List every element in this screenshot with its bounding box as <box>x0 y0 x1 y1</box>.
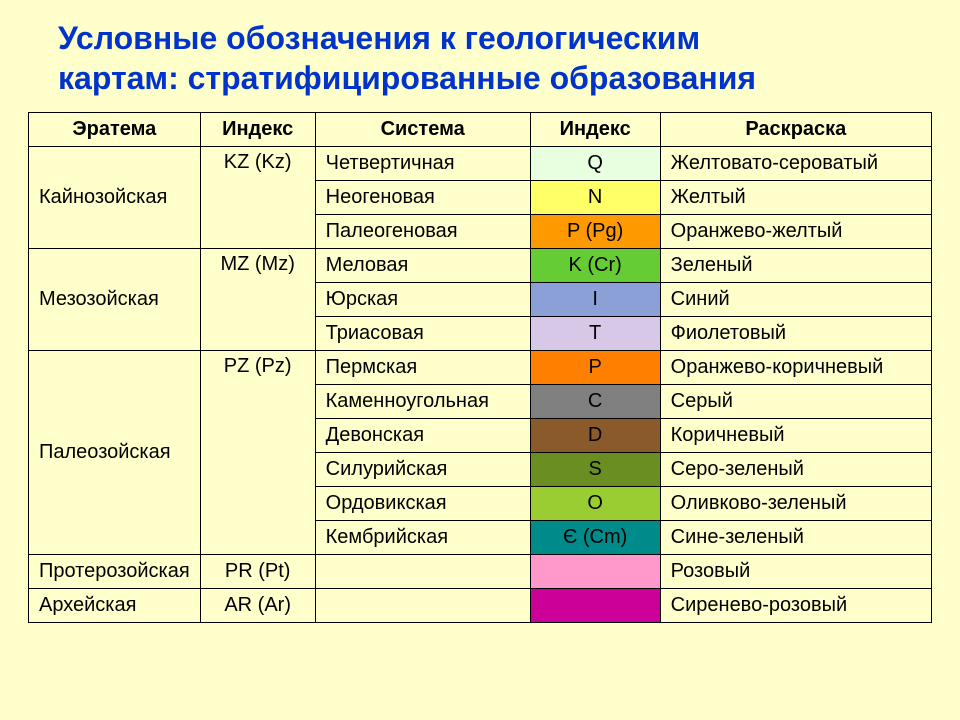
color-name: Сине-зеленый <box>660 521 931 555</box>
system-swatch: N <box>530 181 660 215</box>
system-swatch: K (Cr) <box>530 249 660 283</box>
system-name: Ордовикская <box>315 487 530 521</box>
system-swatch: T <box>530 317 660 351</box>
era-name: Протерозойская <box>29 555 201 589</box>
title-line-1: Условные обозначения к геологическим <box>58 20 700 56</box>
table-row: КайнозойскаяKZ (Kz)ЧетвертичнаяQЖелтоват… <box>29 147 932 181</box>
era-name: Архейская <box>29 589 201 623</box>
system-name <box>315 555 530 589</box>
era-index: PR (Pt) <box>200 555 315 589</box>
col-color: Раскраска <box>660 113 931 147</box>
system-name: Пермская <box>315 351 530 385</box>
color-name: Розовый <box>660 555 931 589</box>
era-name: Палеозойская <box>29 351 201 555</box>
system-name: Кембрийская <box>315 521 530 555</box>
color-name: Желтый <box>660 181 931 215</box>
table-row: АрхейскаяAR (Ar) Сиренево-розовый <box>29 589 932 623</box>
col-erathem: Эратема <box>29 113 201 147</box>
era-name: Кайнозойская <box>29 147 201 249</box>
system-name: Каменноугольная <box>315 385 530 419</box>
system-swatch: Q <box>530 147 660 181</box>
system-swatch: O <box>530 487 660 521</box>
col-system: Система <box>315 113 530 147</box>
color-name: Серый <box>660 385 931 419</box>
system-name: Неогеновая <box>315 181 530 215</box>
page-title: Условные обозначения к геологическим кар… <box>28 18 932 98</box>
system-swatch: Є (Cm) <box>530 521 660 555</box>
system-name: Юрская <box>315 283 530 317</box>
color-name: Коричневый <box>660 419 931 453</box>
system-swatch: P <box>530 351 660 385</box>
color-name: Зеленый <box>660 249 931 283</box>
color-name: Оливково-зеленый <box>660 487 931 521</box>
color-name: Оранжево-коричневый <box>660 351 931 385</box>
system-swatch: S <box>530 453 660 487</box>
system-swatch: C <box>530 385 660 419</box>
system-name: Палеогеновая <box>315 215 530 249</box>
col-idx1: Индекс <box>200 113 315 147</box>
system-name: Четвертичная <box>315 147 530 181</box>
table-row: ПротерозойскаяPR (Pt) Розовый <box>29 555 932 589</box>
system-swatch <box>530 555 660 589</box>
system-swatch <box>530 589 660 623</box>
color-name: Фиолетовый <box>660 317 931 351</box>
era-index: MZ (Mz) <box>200 249 315 351</box>
table-header-row: Эратема Индекс Система Индекс Раскраска <box>29 113 932 147</box>
color-name: Серо-зеленый <box>660 453 931 487</box>
color-name: Синий <box>660 283 931 317</box>
era-index: AR (Ar) <box>200 589 315 623</box>
table-row: ПалеозойскаяPZ (Pz)ПермскаяPОранжево-кор… <box>29 351 932 385</box>
system-name: Силурийская <box>315 453 530 487</box>
era-name: Мезозойская <box>29 249 201 351</box>
system-swatch: P (Pg) <box>530 215 660 249</box>
col-idx2: Индекс <box>530 113 660 147</box>
table-row: МезозойскаяMZ (Mz)МеловаяK (Cr)Зеленый <box>29 249 932 283</box>
era-index: PZ (Pz) <box>200 351 315 555</box>
color-name: Оранжево-желтый <box>660 215 931 249</box>
color-name: Сиренево-розовый <box>660 589 931 623</box>
system-name: Меловая <box>315 249 530 283</box>
system-swatch: I <box>530 283 660 317</box>
system-name <box>315 589 530 623</box>
system-name: Девонская <box>315 419 530 453</box>
strat-table: Эратема Индекс Система Индекс Раскраска … <box>28 112 932 623</box>
era-index: KZ (Kz) <box>200 147 315 249</box>
system-swatch: D <box>530 419 660 453</box>
color-name: Желтовато-сероватый <box>660 147 931 181</box>
system-name: Триасовая <box>315 317 530 351</box>
title-line-2: картам: стратифицированные образования <box>58 60 756 96</box>
